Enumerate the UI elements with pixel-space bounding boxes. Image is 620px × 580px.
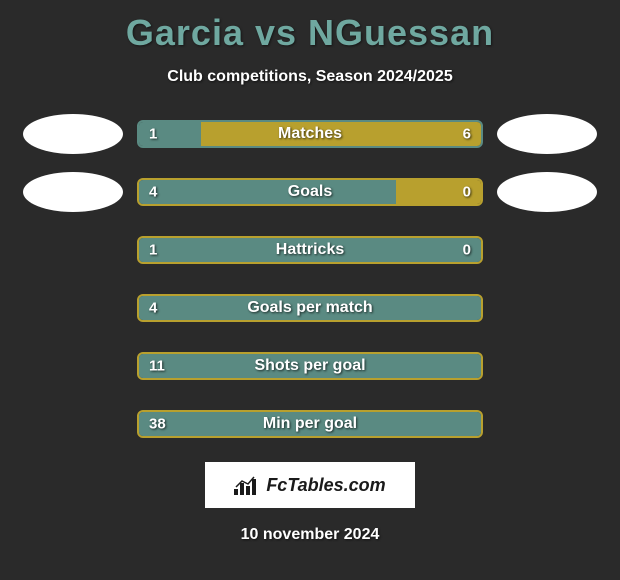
stat-value-left: 38 [149, 416, 166, 433]
page-title: Garcia vs NGuessan [0, 0, 620, 54]
stat-row: Hattricks 1 0 [0, 230, 620, 270]
avatar-spacer [497, 288, 597, 328]
avatar-spacer [23, 288, 123, 328]
player-avatar-right [497, 114, 597, 154]
stat-row: Goals 4 0 [0, 172, 620, 212]
stat-label: Goals per match [247, 299, 372, 317]
player-avatar-left [23, 114, 123, 154]
stat-value-left: 1 [149, 242, 157, 259]
stat-bar: Goals 4 0 [137, 178, 483, 206]
comparison-chart: Matches 1 6 Goals 4 0 Hattricks 1 0 Goals per mat… [0, 114, 620, 444]
stat-row: Shots per goal 11 [0, 346, 620, 386]
stat-value-left: 4 [149, 300, 157, 317]
avatar-spacer [497, 230, 597, 270]
subtitle: Club competitions, Season 2024/2025 [0, 68, 620, 86]
avatar-spacer [23, 230, 123, 270]
stat-value-left: 11 [149, 358, 165, 375]
avatar-spacer [23, 404, 123, 444]
stat-label: Hattricks [276, 241, 344, 259]
logo-text: FcTables.com [266, 475, 385, 496]
logo-box: FcTables.com [205, 462, 415, 508]
stat-value-left: 4 [149, 184, 157, 201]
stat-bar: Min per goal 38 [137, 410, 483, 438]
stat-label: Goals [288, 183, 332, 201]
bar-segment-left [139, 180, 396, 204]
stat-label: Min per goal [263, 415, 357, 433]
stat-label: Matches [278, 125, 342, 143]
player-avatar-left [23, 172, 123, 212]
stat-row: Matches 1 6 [0, 114, 620, 154]
stat-bar: Hattricks 1 0 [137, 236, 483, 264]
stat-bar: Goals per match 4 [137, 294, 483, 322]
stat-row: Min per goal 38 [0, 404, 620, 444]
stat-value-right: 0 [463, 184, 471, 201]
stat-value-right: 6 [463, 126, 471, 143]
date-text: 10 november 2024 [0, 526, 620, 544]
stat-label: Shots per goal [254, 357, 365, 375]
avatar-spacer [23, 346, 123, 386]
player-avatar-right [497, 172, 597, 212]
stat-value-left: 1 [149, 126, 157, 143]
stat-row: Goals per match 4 [0, 288, 620, 328]
stat-value-right: 0 [463, 242, 471, 259]
stat-bar: Shots per goal 11 [137, 352, 483, 380]
fctables-icon [234, 475, 260, 495]
avatar-spacer [497, 346, 597, 386]
stat-bar: Matches 1 6 [137, 120, 483, 148]
avatar-spacer [497, 404, 597, 444]
